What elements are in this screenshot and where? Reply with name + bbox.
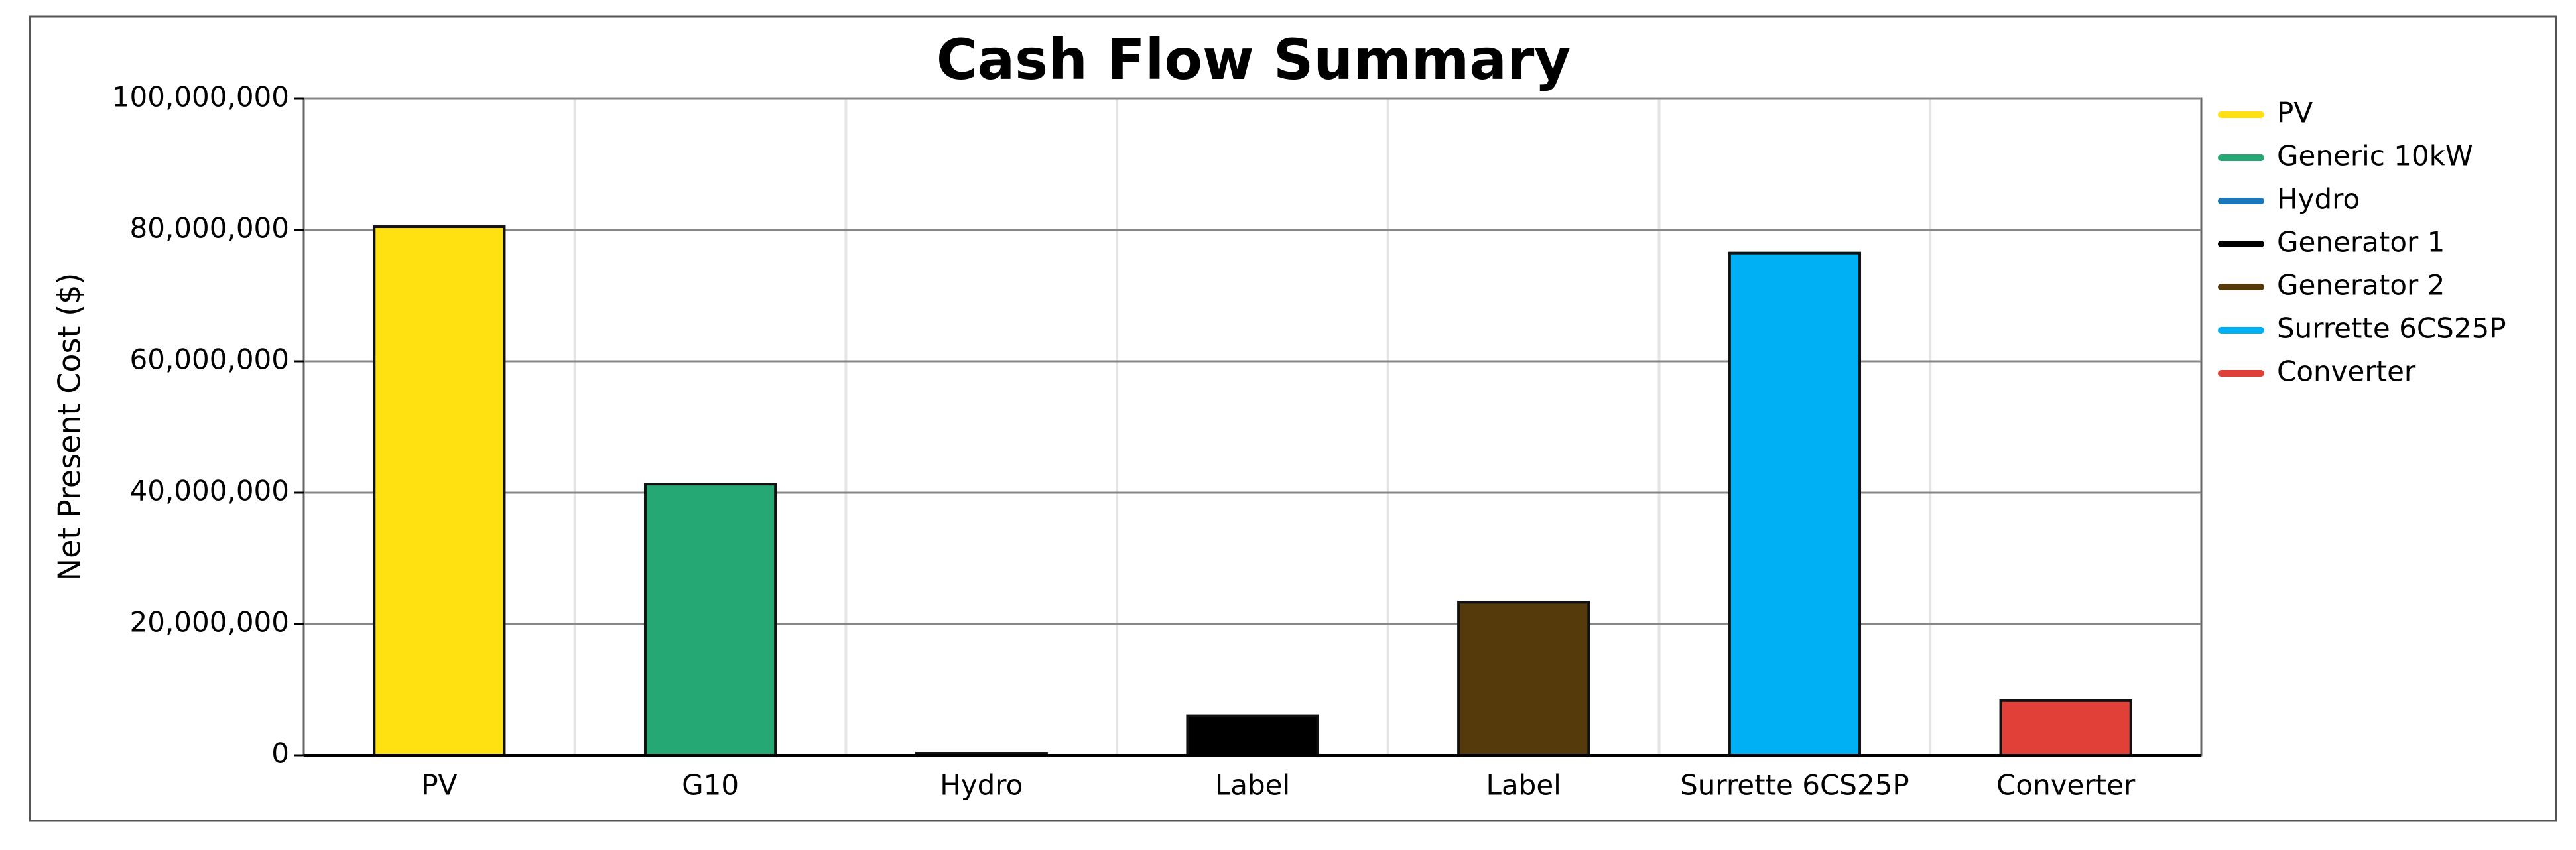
bar (373, 225, 506, 757)
y-tick-label: 60,000,000 (130, 343, 289, 376)
legend-swatch (2218, 111, 2264, 118)
y-tick-label: 100,000,000 (112, 81, 289, 113)
legend-swatch (2218, 154, 2264, 161)
x-tick-label: G10 (682, 769, 739, 802)
x-tick-label: Label (1215, 769, 1290, 802)
x-tick-label: Label (1486, 769, 1561, 802)
legend-label: Generator 2 (2277, 269, 2445, 302)
x-tick-label: PV (421, 769, 457, 802)
legend-label: Generic 10kW (2277, 140, 2473, 172)
bar (643, 483, 777, 757)
plot-area (302, 97, 2203, 757)
legend-label: Generator 1 (2277, 226, 2445, 259)
frame (29, 15, 2557, 822)
x-tick-label: Converter (1996, 769, 2136, 802)
legend-swatch (2218, 241, 2264, 247)
legend-swatch (2218, 327, 2264, 334)
legend-label: PV (2277, 97, 2313, 129)
legend-swatch (2218, 370, 2264, 377)
legend-swatch (2218, 284, 2264, 290)
legend-label: Converter (2277, 355, 2416, 388)
x-tick-label: Surrette 6CS25P (1680, 769, 1909, 802)
x-tick-label: Hydro (940, 769, 1023, 802)
y-tick-label: 0 (271, 737, 289, 770)
y-tick-label: 20,000,000 (130, 606, 289, 638)
bar (1457, 601, 1590, 757)
bar (1999, 699, 2132, 757)
bar (1728, 251, 1862, 757)
legend-label: Surrette 6CS25P (2277, 312, 2506, 345)
y-axis-label: Net Present Cost ($) (52, 273, 88, 581)
bar (1186, 714, 1319, 757)
y-tick-label: 40,000,000 (130, 475, 289, 507)
chart-title: Cash Flow Summary (936, 27, 1571, 92)
y-tick-label: 80,000,000 (130, 212, 289, 245)
legend-swatch (2218, 198, 2264, 204)
legend-label: Hydro (2277, 183, 2360, 215)
